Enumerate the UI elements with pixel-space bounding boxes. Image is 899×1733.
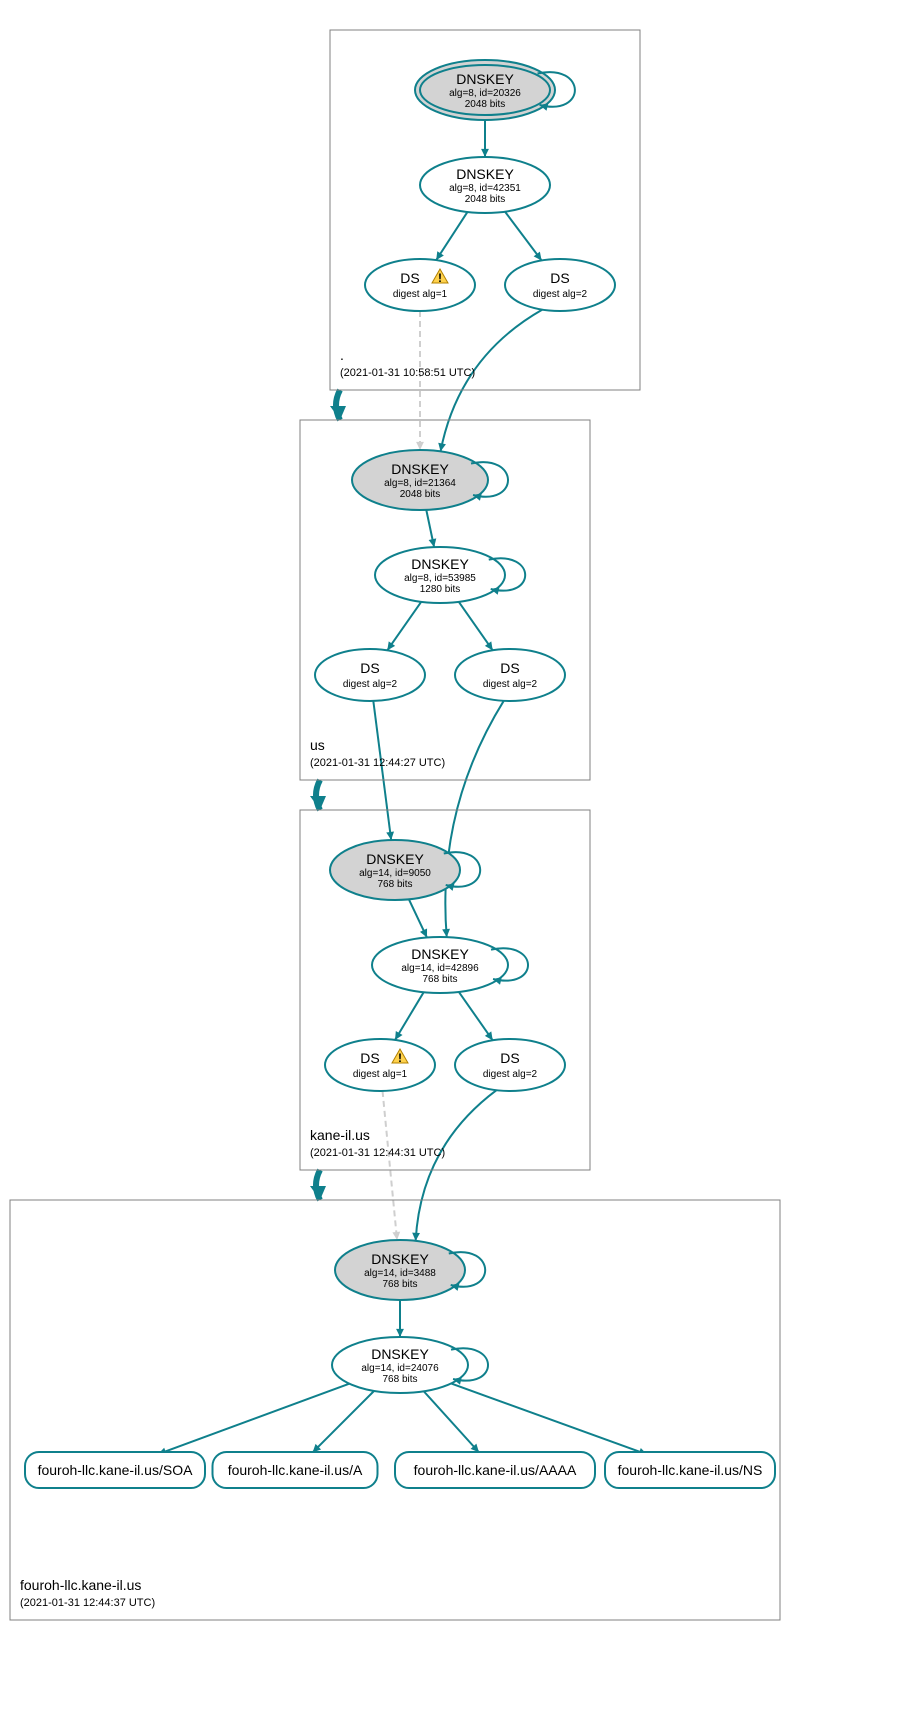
svg-text:digest alg=2: digest alg=2	[533, 289, 588, 300]
svg-text:DNSKEY: DNSKEY	[456, 71, 514, 87]
svg-text:alg=8, id=42351: alg=8, id=42351	[449, 183, 521, 194]
svg-text:us: us	[310, 737, 325, 753]
svg-text:DS: DS	[360, 1050, 379, 1066]
svg-text:alg=8, id=21364: alg=8, id=21364	[384, 478, 456, 489]
svg-text:2048 bits: 2048 bits	[465, 194, 506, 205]
fouroh-zsk: DNSKEYalg=14, id=24076768 bits	[332, 1337, 488, 1393]
svg-text:alg=14, id=3488: alg=14, id=3488	[364, 1268, 436, 1279]
svg-text:fouroh-llc.kane-il.us: fouroh-llc.kane-il.us	[20, 1577, 141, 1593]
svg-text:fouroh-llc.kane-il.us/NS: fouroh-llc.kane-il.us/NS	[618, 1462, 763, 1478]
svg-text:DNSKEY: DNSKEY	[371, 1346, 429, 1362]
svg-text:2048 bits: 2048 bits	[400, 489, 441, 500]
svg-text:(2021-01-31 12:44:31 UTC): (2021-01-31 12:44:31 UTC)	[310, 1147, 445, 1159]
us-zsk: DNSKEYalg=8, id=539851280 bits	[375, 547, 525, 603]
svg-text:DS: DS	[500, 660, 519, 676]
svg-text:digest alg=2: digest alg=2	[483, 679, 538, 690]
svg-text:DS: DS	[400, 270, 419, 286]
us-ds1: DS digest alg=2	[315, 649, 425, 701]
root-zsk: DNSKEYalg=8, id=423512048 bits	[420, 157, 550, 213]
svg-text:768 bits: 768 bits	[377, 879, 412, 890]
svg-text:fouroh-llc.kane-il.us/A: fouroh-llc.kane-il.us/A	[228, 1462, 363, 1478]
svg-text:!: !	[398, 1051, 402, 1065]
kane-ksk: DNSKEYalg=14, id=9050768 bits	[330, 840, 480, 900]
root-ksk: DNSKEYalg=8, id=203262048 bits	[415, 60, 575, 120]
svg-text:alg=8, id=53985: alg=8, id=53985	[404, 573, 476, 584]
svg-text:kane-il.us: kane-il.us	[310, 1127, 370, 1143]
svg-text:DNSKEY: DNSKEY	[371, 1251, 429, 1267]
svg-text:alg=8, id=20326: alg=8, id=20326	[449, 88, 521, 99]
svg-text:DNSKEY: DNSKEY	[391, 461, 449, 477]
svg-text:fouroh-llc.kane-il.us/SOA: fouroh-llc.kane-il.us/SOA	[38, 1462, 194, 1478]
rec-a: fouroh-llc.kane-il.us/A	[213, 1452, 378, 1488]
kane-ds2: DS digest alg=2	[455, 1039, 565, 1091]
svg-text:DNSKEY: DNSKEY	[366, 851, 424, 867]
svg-text:DS: DS	[360, 660, 379, 676]
us-ds2: DS digest alg=2	[455, 649, 565, 701]
svg-text:DNSKEY: DNSKEY	[411, 946, 469, 962]
svg-text:alg=14, id=24076: alg=14, id=24076	[361, 1363, 439, 1374]
svg-text:(2021-01-31 12:44:37 UTC): (2021-01-31 12:44:37 UTC)	[20, 1597, 155, 1609]
svg-text:DS: DS	[550, 270, 569, 286]
svg-text:.: .	[340, 347, 344, 363]
rec-ns: fouroh-llc.kane-il.us/NS	[605, 1452, 775, 1488]
svg-text:768 bits: 768 bits	[382, 1279, 417, 1290]
rec-soa: fouroh-llc.kane-il.us/SOA	[25, 1452, 205, 1488]
root-ds1: DS digest alg=1!	[365, 259, 475, 311]
svg-text:2048 bits: 2048 bits	[465, 99, 506, 110]
root-ds2: DS digest alg=2	[505, 259, 615, 311]
us-ksk: DNSKEYalg=8, id=213642048 bits	[352, 450, 508, 510]
fouroh-ksk: DNSKEYalg=14, id=3488768 bits	[335, 1240, 485, 1300]
svg-text:fouroh-llc.kane-il.us/AAAA: fouroh-llc.kane-il.us/AAAA	[414, 1462, 577, 1478]
svg-text:digest alg=1: digest alg=1	[393, 289, 448, 300]
svg-text:digest alg=2: digest alg=2	[483, 1069, 538, 1080]
svg-text:(2021-01-31 10:58:51 UTC): (2021-01-31 10:58:51 UTC)	[340, 367, 475, 379]
kane-zsk: DNSKEYalg=14, id=42896768 bits	[372, 937, 528, 993]
rec-aaaa: fouroh-llc.kane-il.us/AAAA	[395, 1452, 595, 1488]
svg-text:digest alg=2: digest alg=2	[343, 679, 398, 690]
svg-text:768 bits: 768 bits	[382, 1374, 417, 1385]
svg-text:(2021-01-31 12:44:27 UTC): (2021-01-31 12:44:27 UTC)	[310, 757, 445, 769]
svg-text:DS: DS	[500, 1050, 519, 1066]
svg-text:alg=14, id=42896: alg=14, id=42896	[401, 963, 479, 974]
svg-text:alg=14, id=9050: alg=14, id=9050	[359, 868, 431, 879]
svg-text:DNSKEY: DNSKEY	[456, 166, 514, 182]
svg-text:digest alg=1: digest alg=1	[353, 1069, 408, 1080]
svg-text:768 bits: 768 bits	[422, 974, 457, 985]
svg-text:!: !	[438, 271, 442, 285]
svg-text:1280 bits: 1280 bits	[420, 584, 461, 595]
kane-ds1: DS digest alg=1!	[325, 1039, 435, 1091]
svg-text:DNSKEY: DNSKEY	[411, 556, 469, 572]
